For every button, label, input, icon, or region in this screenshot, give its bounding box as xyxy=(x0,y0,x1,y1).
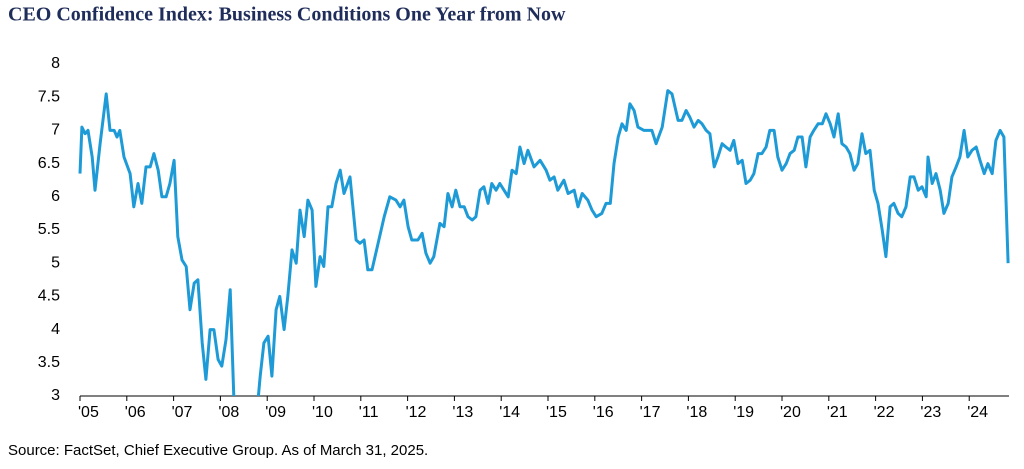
x-tick-label: '17 xyxy=(640,404,661,421)
y-tick-label: 5.5 xyxy=(38,221,60,238)
x-tick-label: '21 xyxy=(827,404,848,421)
x-tick-label: '10 xyxy=(312,404,333,421)
x-tick-label: '05 xyxy=(78,404,99,421)
y-tick-label: 5 xyxy=(51,254,60,271)
y-tick-label: 6 xyxy=(51,188,60,205)
y-tick-label: 7.5 xyxy=(38,88,60,105)
x-tick-label: '18 xyxy=(686,404,707,421)
x-tick-label: '16 xyxy=(593,404,614,421)
chart-title: CEO Confidence Index: Business Condition… xyxy=(8,4,566,26)
x-tick-label: '23 xyxy=(920,404,941,421)
x-tick-label: '19 xyxy=(733,404,754,421)
y-tick-label: 4 xyxy=(51,321,60,338)
x-tick-label: '22 xyxy=(874,404,895,421)
y-tick-label: 3 xyxy=(51,387,60,404)
x-tick-label: '20 xyxy=(780,404,801,421)
x-tick-label: '12 xyxy=(406,404,427,421)
y-tick-label: 6.5 xyxy=(38,155,60,172)
y-tick-label: 3.5 xyxy=(38,354,60,371)
x-tick-label: '15 xyxy=(546,404,567,421)
x-tick-label: '09 xyxy=(265,404,286,421)
y-tick-label: 4.5 xyxy=(38,288,60,305)
y-tick-label: 7 xyxy=(51,122,60,139)
x-tick-label: '13 xyxy=(452,404,473,421)
x-tick-label: '08 xyxy=(218,404,239,421)
x-tick-label: '07 xyxy=(172,404,193,421)
y-tick-label: 8 xyxy=(51,55,60,72)
source-note: Source: FactSet, Chief Executive Group. … xyxy=(8,442,428,459)
data-line xyxy=(78,89,1010,396)
x-tick-label: '06 xyxy=(125,404,146,421)
x-tick-label: '24 xyxy=(967,404,988,421)
x-tick-label: '14 xyxy=(499,404,520,421)
x-tick-label: '11 xyxy=(359,404,379,421)
